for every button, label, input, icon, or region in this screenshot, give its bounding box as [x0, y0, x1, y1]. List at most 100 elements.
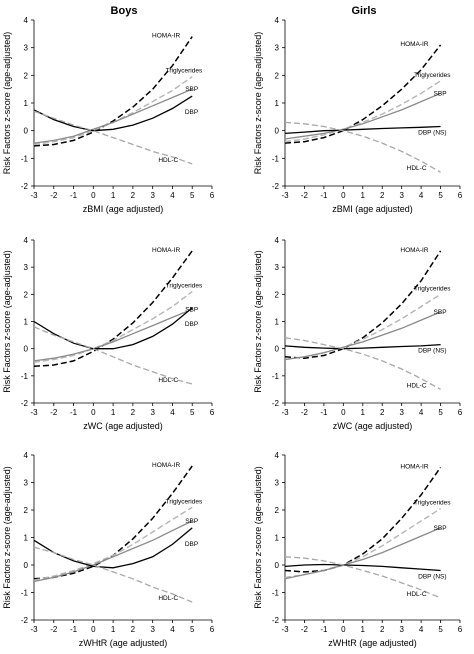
x-tick-label: 1: [361, 408, 366, 417]
x-tick-label: 6: [458, 625, 463, 634]
series-label-hdl-c: HDL-C: [407, 382, 427, 389]
y-tick-label: -2: [21, 616, 29, 625]
series-line-sbp: [284, 92, 441, 140]
x-tick-label: 1: [361, 191, 366, 200]
series-line-sbp: [33, 520, 193, 583]
x-tick-label: -1: [70, 191, 78, 200]
y-axis-label: Risk Factors z-score (age-adjusted): [253, 32, 263, 175]
x-tick-label: -1: [70, 625, 78, 634]
y-tick-label: 2: [275, 290, 280, 299]
x-tick-label: 4: [170, 191, 175, 200]
y-tick-label: -2: [21, 182, 29, 191]
y-tick-label: 1: [275, 534, 280, 543]
series-line-hdl-c: [284, 337, 441, 390]
x-tick-label: 3: [399, 191, 404, 200]
series-line-hdl-c: [33, 326, 193, 385]
x-tick-label: -2: [301, 625, 309, 634]
x-axis-label: zBMI (age adjusted): [332, 204, 413, 214]
y-tick-label: -1: [272, 589, 280, 598]
series-label-sbp: SBP: [434, 525, 447, 532]
series-label-dbp: DBP: [185, 321, 198, 328]
series-label-homa-ir: HOMA-IR: [152, 462, 180, 469]
series-line-homa-ir: [284, 44, 442, 144]
series-label-triglycerides: Triglycerides: [166, 498, 203, 505]
x-tick-label: 5: [438, 191, 443, 200]
series-line-homa-ir: [33, 36, 193, 147]
series-label-homa-ir: HOMA-IR: [400, 463, 428, 470]
y-tick-label: -2: [272, 399, 280, 408]
x-tick-label: -1: [320, 408, 328, 417]
y-axis-label: Risk Factors z-score (age-adjusted): [2, 250, 12, 393]
y-tick-label: 2: [24, 290, 29, 299]
series-label-hdl-c: HDL-C: [158, 595, 178, 602]
series-line-dbp: [33, 95, 193, 132]
series-line-sbp: [284, 311, 441, 361]
y-tick-label: 4: [24, 16, 29, 25]
y-tick-label: 2: [275, 506, 280, 515]
x-tick-label: 6: [458, 191, 463, 200]
series-label-sbp: SBP: [434, 90, 447, 97]
series-label-dbp: DBP: [185, 109, 198, 116]
x-tick-label: 6: [458, 408, 463, 417]
series-label-triglycerides: Triglycerides: [166, 283, 203, 290]
x-tick-label: -3: [281, 408, 289, 417]
y-tick-label: 1: [275, 99, 280, 108]
series-line-hdl-c: [33, 546, 193, 603]
x-tick-label: 5: [190, 191, 195, 200]
series-label-dbp-ns: DBP (NS): [418, 130, 446, 137]
series-line-triglycerides: [284, 293, 441, 361]
x-tick-label: 0: [91, 191, 96, 200]
y-tick-label: 0: [24, 127, 29, 136]
x-tick-label: 1: [111, 191, 116, 200]
y-tick-label: 4: [275, 236, 280, 245]
x-tick-label: 5: [190, 408, 195, 417]
series-label-triglycerides: Triglycerides: [414, 500, 451, 507]
x-tick-label: -1: [320, 191, 328, 200]
x-tick-label: -3: [281, 625, 289, 634]
series-line-dbp-ns: [284, 125, 441, 135]
x-axis-label: zBMI (age adjusted): [83, 204, 164, 214]
series-line-sbp: [284, 527, 441, 580]
y-tick-label: 3: [24, 44, 29, 53]
x-axis-label: zWC (age adjusted): [333, 421, 413, 431]
y-tick-label: -1: [272, 372, 280, 381]
x-tick-label: 2: [380, 408, 385, 417]
x-axis-label: zWHtR (age adjusted): [79, 638, 168, 648]
y-tick-label: 3: [24, 263, 29, 272]
series-label-sbp: SBP: [185, 306, 198, 313]
series-label-triglycerides: Triglycerides: [414, 72, 451, 79]
x-tick-label: -2: [50, 191, 58, 200]
y-tick-label: -1: [21, 589, 29, 598]
x-tick-label: -3: [30, 625, 38, 634]
x-tick-label: 4: [419, 408, 424, 417]
x-tick-label: 0: [91, 625, 96, 634]
x-tick-label: 6: [210, 191, 215, 200]
series-line-dbp: [33, 527, 193, 569]
series-label-hdl-c: HDL-C: [407, 591, 427, 598]
y-tick-label: -1: [21, 154, 29, 163]
y-tick-label: -2: [272, 616, 280, 625]
y-tick-label: 2: [24, 71, 29, 80]
x-tick-label: 5: [190, 625, 195, 634]
x-tick-label: 6: [210, 408, 215, 417]
series-label-homa-ir: HOMA-IR: [400, 41, 428, 48]
x-tick-label: -1: [320, 625, 328, 634]
series-line-sbp: [33, 308, 193, 362]
x-tick-label: 4: [170, 625, 175, 634]
x-tick-label: 0: [341, 408, 346, 417]
x-tick-label: 1: [111, 408, 116, 417]
series-label-sbp: SBP: [185, 86, 198, 93]
series-line-hdl-c: [284, 121, 441, 173]
y-tick-label: 4: [24, 236, 29, 245]
x-tick-label: 3: [399, 625, 404, 634]
x-tick-label: 6: [210, 625, 215, 634]
y-tick-label: -1: [272, 154, 280, 163]
series-line-triglycerides: [284, 80, 441, 143]
x-tick-label: 5: [438, 408, 443, 417]
y-tick-label: 3: [24, 479, 29, 488]
y-tick-label: 1: [24, 318, 29, 327]
series-label-hdl-c: HDL-C: [407, 165, 427, 172]
y-axis-label: Risk Factors z-score (age-adjusted): [2, 466, 12, 609]
x-tick-label: -2: [301, 191, 309, 200]
